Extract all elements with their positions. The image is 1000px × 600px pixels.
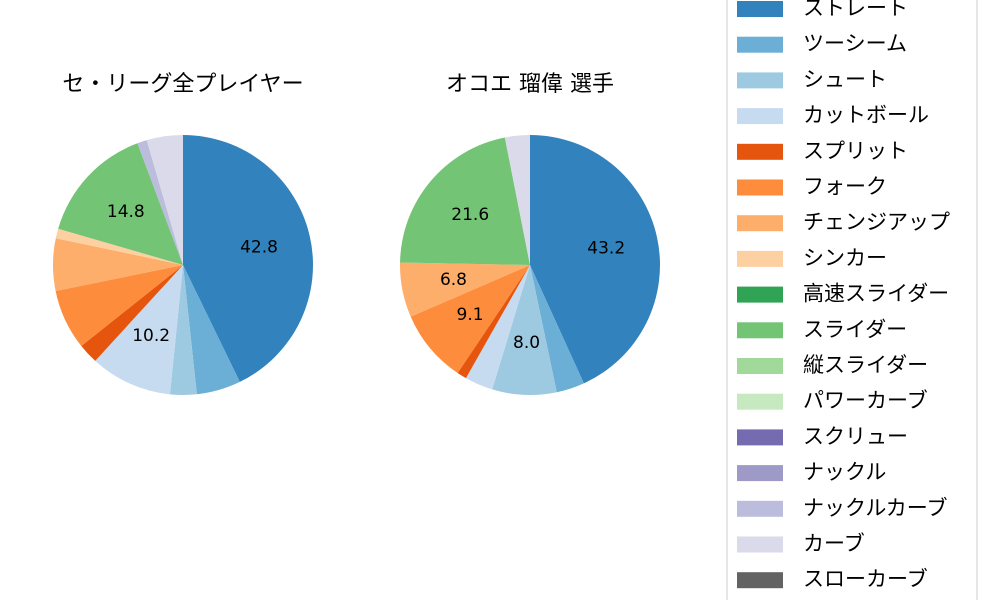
- legend-label: スライダー: [803, 317, 907, 341]
- legend-swatch: [737, 286, 783, 303]
- pie-slice: [457, 265, 530, 379]
- data-label: 21.6: [451, 205, 489, 225]
- pie-slice: [492, 265, 557, 395]
- legend-swatch: [737, 1, 783, 17]
- legend-label: ストレート: [803, 0, 908, 20]
- pie-slice: [55, 265, 183, 346]
- legend-swatch: [737, 500, 783, 517]
- data-label: 6.8: [440, 270, 467, 290]
- legend-swatch: [737, 250, 783, 267]
- legend-swatch: [737, 179, 783, 196]
- legend-label: シュート: [803, 67, 887, 91]
- data-label: 9.1: [457, 305, 484, 325]
- pie-slice: [169, 265, 197, 395]
- pie-slice: [183, 135, 313, 382]
- legend-label: パワーカーブ: [803, 389, 928, 413]
- data-label: 8.0: [513, 333, 540, 353]
- chart-title: オコエ 瑠偉 選手: [446, 72, 614, 97]
- legend-swatch: [737, 143, 783, 160]
- legend-swatch: [737, 36, 783, 53]
- pie-slice: [400, 137, 530, 265]
- legend-swatch: [737, 536, 783, 553]
- legend-swatch: [737, 322, 783, 339]
- legend-box: [726, 0, 978, 600]
- legend-label: 縦スライダー: [803, 353, 928, 377]
- legend-label: スクリュー: [803, 424, 908, 448]
- legend-swatch: [737, 572, 783, 589]
- legend-label: スプリット: [803, 139, 908, 163]
- legend-label: フォーク: [803, 175, 887, 199]
- pie-slice: [400, 262, 530, 317]
- data-label: 43.2: [587, 238, 625, 258]
- pie-slice: [530, 265, 584, 393]
- legend-label: チェンジアップ: [803, 210, 950, 234]
- pie-slice: [137, 140, 183, 265]
- pie-slice: [52, 238, 184, 291]
- legend-label: 高速スライダー: [803, 282, 949, 306]
- legend-label: ツーシーム: [803, 32, 907, 56]
- pie-slice: [183, 265, 240, 395]
- legend-label: スローカーブ: [803, 567, 928, 591]
- legend-swatch: [737, 215, 783, 232]
- legend-label: ナックル: [803, 460, 886, 484]
- pie-slice: [58, 143, 183, 265]
- legend-label: ナックルカーブ: [803, 496, 947, 520]
- legend-swatch: [737, 72, 783, 89]
- pie-slice: [530, 135, 661, 384]
- pie-slice: [146, 135, 183, 265]
- data-label: 14.8: [107, 202, 145, 222]
- legend-label: シンカー: [803, 246, 887, 270]
- legend-swatch: [737, 429, 783, 446]
- pie-slice: [81, 265, 183, 361]
- data-label: 42.8: [240, 238, 278, 258]
- data-label: 10.2: [132, 326, 170, 346]
- legend-label: カットボール: [803, 103, 929, 127]
- legend-swatch: [737, 465, 783, 482]
- legend-label: カーブ: [803, 532, 865, 556]
- pie-slice: [55, 228, 183, 265]
- pie-slice: [465, 265, 530, 390]
- chart-title: セ・リーグ全プレイヤー: [62, 72, 303, 97]
- pie-slice: [504, 135, 530, 265]
- pie-slice: [95, 265, 183, 395]
- legend-swatch: [737, 393, 783, 410]
- pie-slice: [410, 265, 530, 373]
- legend-swatch: [737, 358, 783, 374]
- legend-swatch: [737, 108, 783, 125]
